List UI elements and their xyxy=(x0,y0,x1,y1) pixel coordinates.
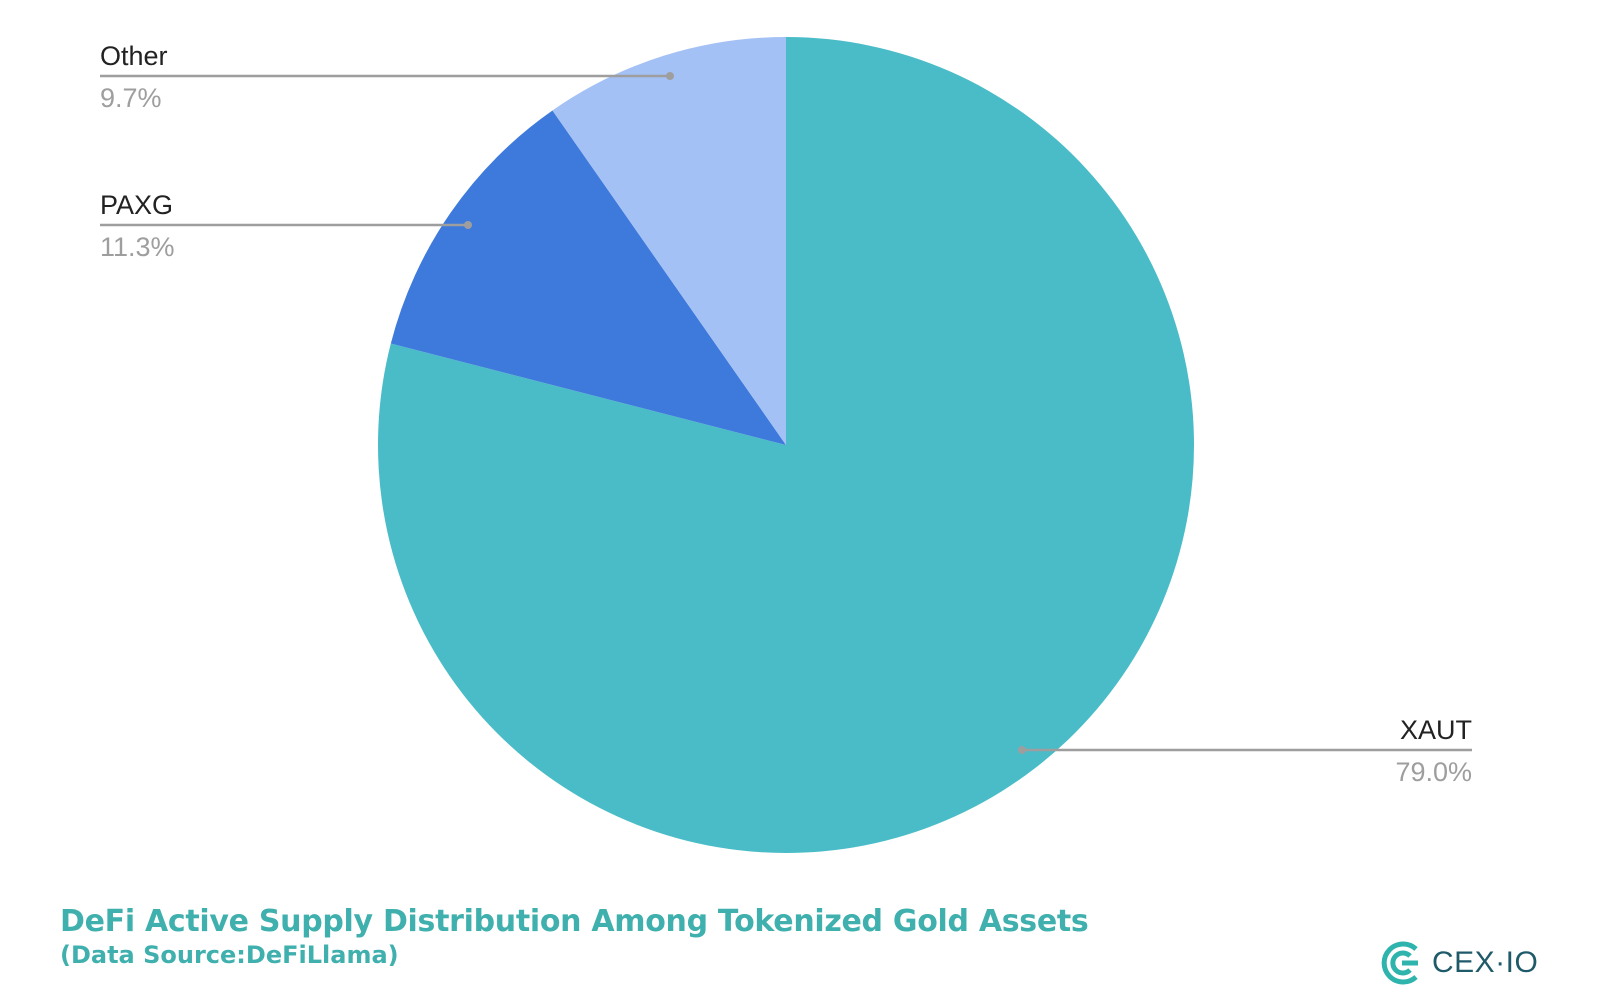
slice-label-other: Other xyxy=(100,41,168,71)
pie-labels: XAUT 79.0% PAXG 11.3% Other 9.7% xyxy=(100,41,1472,787)
pie-leader-lines xyxy=(100,72,1472,754)
chart-title: DeFi Active Supply Distribution Among To… xyxy=(60,904,1089,939)
slice-value-xaut: 79.0% xyxy=(1395,757,1472,787)
pie-chart: XAUT 79.0% PAXG 11.3% Other 9.7% xyxy=(100,37,1472,853)
brand-logo: CEX·IO xyxy=(1378,940,1538,986)
leader-dot-paxg xyxy=(464,221,472,229)
slice-value-paxg: 11.3% xyxy=(100,232,175,262)
cex-io-logo-icon xyxy=(1381,941,1418,985)
leader-dot-other xyxy=(666,72,674,80)
slice-label-paxg: PAXG xyxy=(100,190,173,220)
pie-slices xyxy=(377,37,1195,853)
pie-slice-other xyxy=(552,37,786,445)
slice-value-other: 9.7% xyxy=(100,83,162,113)
chart-caption: DeFi Active Supply Distribution Among To… xyxy=(60,904,1089,970)
chart-subtitle: (Data Source:DeFiLlama) xyxy=(60,941,399,969)
pie-slice-paxg xyxy=(390,110,786,446)
brand-name: CEX·IO xyxy=(1432,946,1539,979)
leader-dot-xaut xyxy=(1018,746,1026,754)
slice-label-xaut: XAUT xyxy=(1400,715,1472,745)
